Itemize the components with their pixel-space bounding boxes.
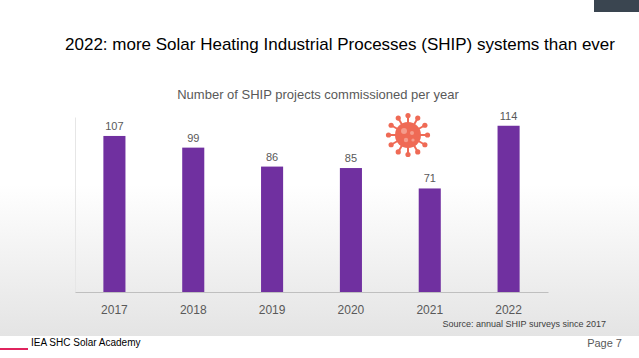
- virus-spike-tip: [422, 123, 427, 128]
- virus-spike-tip: [422, 142, 427, 147]
- footer-accent: [0, 348, 28, 350]
- chart-title: Number of SHIP projects commissioned per…: [177, 87, 459, 102]
- virus-spike-tip: [396, 149, 401, 154]
- plot-area: [103, 126, 519, 292]
- x-tick-label: 2022: [495, 303, 522, 317]
- virus-spike-tip: [415, 149, 420, 154]
- page-number: Page 7: [587, 337, 622, 349]
- virus-spike-tip: [425, 132, 430, 137]
- virus-spike-tip: [389, 123, 394, 128]
- bar: [103, 136, 125, 292]
- x-tick: 2019: [259, 292, 286, 317]
- bar: [182, 148, 204, 292]
- data-label: 114: [500, 110, 518, 122]
- x-tick: 2017: [101, 292, 128, 317]
- x-tick: 2022: [495, 292, 522, 317]
- x-axis-line: [76, 292, 549, 293]
- bar: [498, 126, 520, 292]
- data-label: 99: [187, 132, 199, 144]
- bar: [340, 168, 362, 292]
- virus-spike-tip: [405, 152, 410, 157]
- virus-spike-tip: [386, 132, 391, 137]
- data-label: 85: [345, 152, 357, 164]
- footer-text: IEA SHC Solar Academy: [31, 337, 141, 348]
- webcam-thumbnail: [594, 0, 639, 12]
- bar: [419, 188, 441, 292]
- data-label: 71: [424, 172, 436, 184]
- x-tick-label: 2017: [101, 303, 128, 317]
- x-axis: 2017 2018 2019 2020 2021 2022: [76, 292, 549, 317]
- background: [0, 0, 639, 336]
- x-tick-label: 2020: [338, 303, 365, 317]
- slide: 2022: more Solar Heating Industrial Proc…: [0, 0, 639, 358]
- virus-spike-tip: [389, 142, 394, 147]
- virus-spot: [401, 128, 407, 134]
- y-axis-line: [75, 118, 76, 293]
- x-tick: 2018: [180, 292, 207, 317]
- virus-spot: [410, 131, 414, 135]
- virus-icon: [386, 113, 430, 157]
- x-tick-label: 2021: [416, 303, 443, 317]
- virus-body: [395, 122, 421, 148]
- virus-spot: [411, 138, 414, 141]
- source-note: Source: annual SHIP surveys since 2017: [443, 319, 606, 329]
- virus-spot: [404, 138, 408, 142]
- x-tick: 2021: [416, 292, 443, 317]
- x-tick-label: 2019: [259, 303, 286, 317]
- data-labels: 107 99 86 85 71 114: [105, 110, 517, 185]
- footer-background: [0, 336, 639, 358]
- slide-title: 2022: more Solar Heating Industrial Proc…: [65, 35, 615, 54]
- x-tick: 2020: [338, 292, 365, 317]
- virus-spike-tip: [405, 113, 410, 118]
- x-tick-label: 2018: [180, 303, 207, 317]
- data-label: 107: [105, 120, 123, 132]
- y-axis: [75, 118, 77, 293]
- virus-spike-tip: [415, 116, 420, 121]
- virus-spike-tip: [396, 116, 401, 121]
- bar: [261, 167, 283, 292]
- data-label: 86: [266, 151, 278, 163]
